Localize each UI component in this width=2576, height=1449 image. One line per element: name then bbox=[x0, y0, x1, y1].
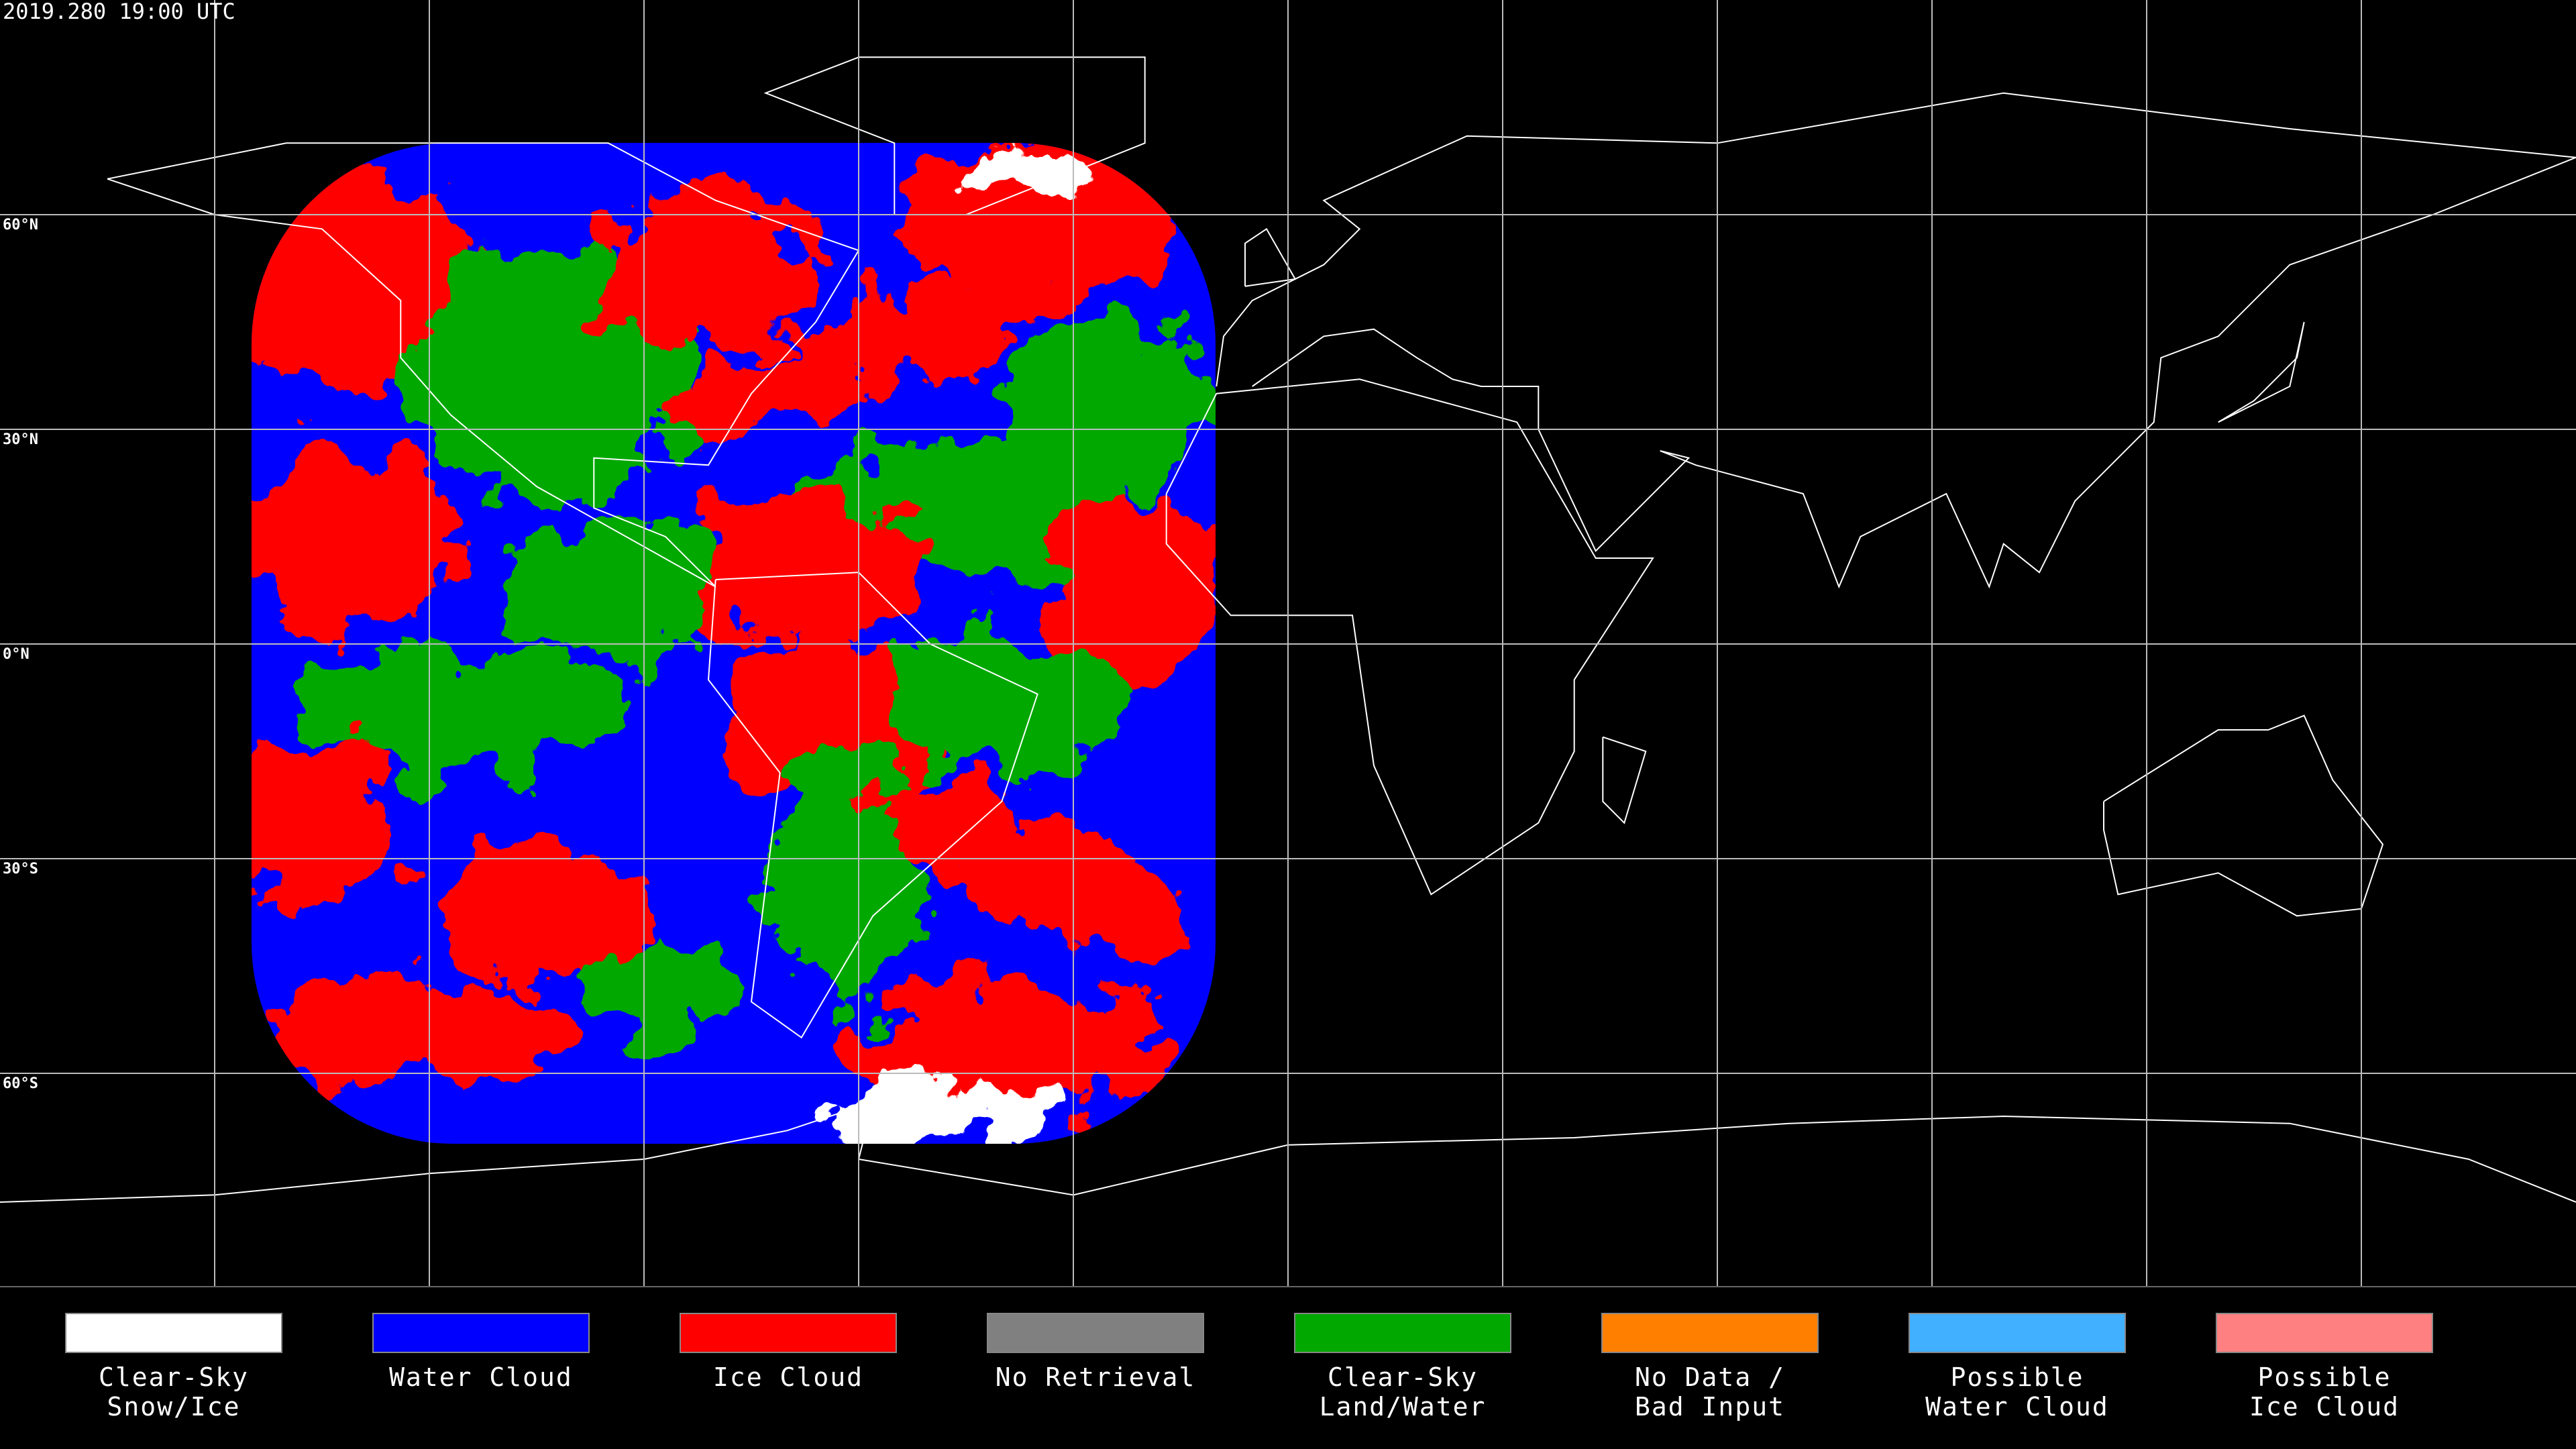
legend-label: No Retrieval bbox=[996, 1362, 1196, 1392]
legend-label: Water Cloud bbox=[1925, 1392, 2109, 1421]
legend-swatch bbox=[1294, 1313, 1511, 1353]
legend-label: No Data / bbox=[1635, 1362, 1785, 1392]
legend-swatch bbox=[65, 1313, 282, 1353]
latitude-labels: 60°N 30°N 0°N 30°S 60°S bbox=[3, 217, 38, 1092]
coastline bbox=[1602, 736, 1647, 824]
legend-label: Land/Water bbox=[1320, 1392, 1487, 1421]
coastline bbox=[107, 142, 860, 588]
legend-label: Possible bbox=[2257, 1362, 2391, 1392]
latitude-label: 60°S bbox=[3, 1075, 38, 1092]
legend-label: Bad Input bbox=[1635, 1392, 1785, 1421]
legend-label: Clear-Sky bbox=[99, 1362, 249, 1392]
coastline bbox=[1165, 378, 1654, 896]
coastline bbox=[2103, 714, 2384, 917]
latitude-label: 30°N bbox=[3, 431, 38, 448]
graticule bbox=[0, 0, 2576, 1287]
coastline bbox=[1216, 92, 2576, 589]
legend-swatch bbox=[2216, 1313, 2433, 1353]
latitude-label: 0°N bbox=[3, 646, 30, 663]
coastline bbox=[1244, 227, 1297, 287]
coastline bbox=[763, 56, 1146, 215]
legend-swatch bbox=[1909, 1313, 2126, 1353]
legend-label: Clear-Sky bbox=[1328, 1362, 1478, 1392]
latitude-label: 30°S bbox=[3, 861, 38, 877]
coastline bbox=[2218, 321, 2305, 423]
legend-label: Water Cloud bbox=[389, 1362, 573, 1392]
legend-swatch bbox=[372, 1313, 590, 1353]
legend-label: Ice Cloud bbox=[2249, 1392, 2400, 1421]
timestamp: 2019.280 19:00 UTC bbox=[3, 0, 235, 24]
legend-swatch bbox=[680, 1313, 897, 1353]
latitude-label: 60°N bbox=[3, 217, 38, 233]
coastline bbox=[707, 572, 1038, 1039]
legend-label: Ice Cloud bbox=[713, 1362, 863, 1392]
legend-label: Possible bbox=[1950, 1362, 2084, 1392]
legend-label: Snow/Ice bbox=[107, 1392, 240, 1421]
legend-swatch bbox=[987, 1313, 1204, 1353]
legend-swatch bbox=[1601, 1313, 1819, 1353]
cloud-mosaic bbox=[252, 143, 1216, 1144]
